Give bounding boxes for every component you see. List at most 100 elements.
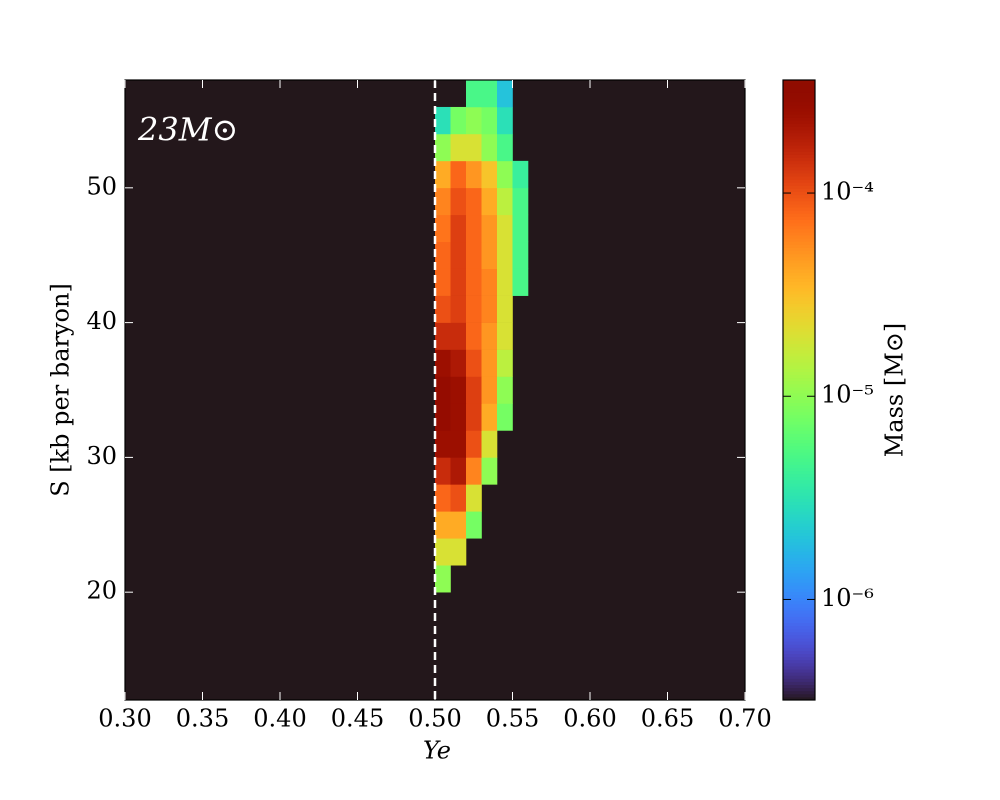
colorbar-segment: [783, 588, 815, 592]
colorbar-segment: [783, 272, 815, 276]
colorbar-segment: [783, 83, 815, 87]
colorbar-segment: [783, 352, 815, 357]
colorbar-segment: [783, 433, 815, 437]
colorbar-segment: [783, 135, 815, 140]
colorbar-segment: [783, 486, 815, 490]
colorbar-segment: [783, 504, 815, 509]
colorbar-tick-label: 10⁻⁶: [821, 584, 874, 612]
colorbar-segment: [783, 123, 815, 127]
colorbar-segment: [783, 377, 815, 382]
colorbar-segment: [783, 619, 815, 623]
heatmap-cell: [466, 349, 482, 377]
colorbar-segment: [783, 393, 815, 397]
heatmap-cell: [497, 133, 513, 162]
colorbar-segment: [783, 579, 815, 583]
colorbar-segment: [783, 145, 815, 149]
colorbar-segment: [783, 104, 815, 109]
colorbar-segment: [783, 408, 815, 413]
colorbar-segment: [783, 235, 815, 239]
colorbar-segment: [783, 507, 815, 512]
colorbar-segment: [783, 532, 815, 537]
heatmap-cell: [450, 403, 467, 431]
colorbar-segment: [783, 489, 815, 493]
colorbar-segment: [783, 613, 815, 617]
heatmap-cell: [435, 295, 451, 323]
heatmap-cell: [435, 484, 451, 512]
colorbar-segment: [783, 560, 815, 565]
colorbar-frame: [782, 79, 816, 701]
colorbar-segment: [783, 225, 815, 230]
colorbar-segment: [783, 572, 815, 577]
heatmap-cell: [512, 214, 529, 243]
heatmap-cell: [466, 133, 482, 162]
colorbar-segment: [783, 554, 815, 558]
colorbar-segment: [783, 464, 815, 468]
colorbar-tick-label: 10⁻⁵: [821, 381, 874, 409]
colorbar-segment: [783, 557, 815, 561]
colorbar-segment: [783, 417, 815, 422]
colorbar-segment: [783, 157, 815, 162]
y-tick-label: 50: [86, 172, 117, 200]
colorbar-segment: [783, 684, 815, 689]
colorbar-segment: [783, 340, 815, 344]
colorbar-segment: [783, 603, 815, 608]
colorbar-segment: [783, 638, 815, 642]
colorbar-segment: [783, 424, 815, 428]
colorbar-segment: [783, 399, 815, 403]
heatmap-cell: [481, 295, 498, 323]
colorbar-segment: [783, 461, 815, 465]
colorbar-segment: [783, 269, 815, 273]
heatmap-cell: [481, 457, 498, 485]
colorbar-segment: [783, 495, 815, 499]
heatmap-cell: [435, 430, 451, 458]
heatmap-cell: [481, 349, 498, 377]
heatmap-cell: [497, 376, 513, 404]
colorbar-segment: [783, 498, 815, 503]
colorbar-segment: [783, 349, 815, 354]
colorbar-segment: [783, 312, 815, 317]
heatmap-cell: [450, 241, 467, 269]
colorbar-segment: [783, 659, 815, 664]
heatmap-cell: [497, 403, 513, 431]
colorbar-segment: [783, 185, 815, 189]
colorbar-segment: [783, 610, 815, 614]
heatmap-cell: [450, 349, 467, 377]
heatmap-cell: [435, 106, 451, 135]
colorbar-segment: [783, 644, 815, 648]
heatmap-cell: [466, 160, 482, 189]
colorbar-segment: [783, 247, 815, 251]
colorbar-segment: [783, 194, 815, 199]
colorbar-segment: [783, 681, 815, 685]
heatmap-cell: [466, 106, 482, 135]
colorbar-segment: [783, 213, 815, 217]
colorbar-segment: [783, 98, 815, 103]
colorbar-segment: [783, 510, 815, 515]
heatmap-cell: [497, 241, 513, 269]
heatmap-cell: [512, 241, 529, 269]
colorbar-segment: [783, 687, 815, 692]
colorbar-segment: [783, 253, 815, 258]
colorbar-segment: [783, 210, 815, 214]
heatmap-cell: [450, 106, 467, 135]
heatmap-cell: [466, 484, 482, 512]
colorbar-segment: [783, 473, 815, 478]
colorbar-segment: [783, 331, 815, 335]
colorbar-segment: [783, 541, 815, 546]
heatmap-cell: [481, 160, 498, 189]
colorbar-segment: [783, 151, 815, 155]
colorbar-segment: [783, 179, 815, 183]
colorbar-segment: [783, 250, 815, 255]
heatmap-cell: [450, 322, 467, 350]
colorbar-segment: [783, 693, 815, 698]
colorbar-segment: [783, 452, 815, 456]
colorbar-segment: [783, 665, 815, 670]
colorbar-segment: [783, 114, 815, 118]
colorbar-segment: [783, 169, 815, 174]
heatmap-cell: [450, 376, 467, 404]
heatmap-cell: [450, 268, 467, 296]
heatmap-cell: [435, 565, 451, 593]
colorbar-segment: [783, 386, 815, 391]
heatmap-cell: [481, 430, 498, 458]
heatmap-cell: [481, 106, 498, 135]
colorbar-segment: [783, 396, 815, 400]
